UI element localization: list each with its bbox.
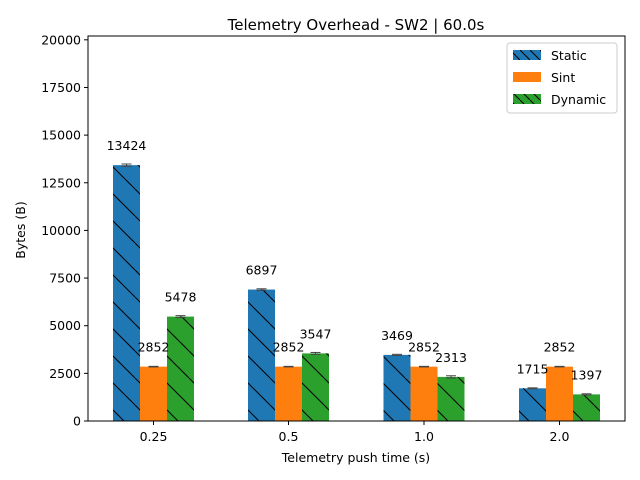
legend-label-dynamic: Dynamic xyxy=(551,92,606,107)
x-tick-label: 1.0 xyxy=(414,429,434,444)
bar-hatch-dynamic-1.0 xyxy=(437,376,465,421)
y-tick-label: 7500 xyxy=(49,271,81,286)
data-label-sint-0.25: 2852 xyxy=(138,340,170,355)
y-tick-label: 2500 xyxy=(49,366,81,381)
x-tick-label: 0.25 xyxy=(140,429,168,444)
legend-swatch-hatch xyxy=(513,94,541,104)
y-tick-label: 17500 xyxy=(41,80,81,95)
bar-hatch-static-2.0 xyxy=(519,388,546,421)
y-tick-label: 5000 xyxy=(49,318,81,333)
bar-hatch-static-0.25 xyxy=(113,165,140,421)
chart-title: Telemetry Overhead - SW2 | 60.0s xyxy=(227,16,485,34)
data-label-static-1.0: 3469 xyxy=(381,328,413,343)
bar-hatch-static-1.0 xyxy=(383,354,411,421)
y-tick-label: 0 xyxy=(73,414,81,429)
data-label-static-2.0: 1715 xyxy=(517,361,549,376)
bar-hatch-static-0.5 xyxy=(248,289,275,421)
data-label-dynamic-0.25: 5478 xyxy=(165,290,197,305)
data-label-static-0.5: 6897 xyxy=(246,263,278,278)
data-label-sint-1.0: 2852 xyxy=(408,340,440,355)
bars-layer xyxy=(113,165,600,421)
legend-label-sint: Sint xyxy=(551,70,575,85)
x-tick-label: 2.0 xyxy=(550,429,570,444)
y-tick-label: 20000 xyxy=(41,32,81,47)
bar-hatch-dynamic-0.5 xyxy=(302,353,329,421)
legend-swatch-sint xyxy=(513,72,541,82)
x-axis-title: Telemetry push time (s) xyxy=(281,450,430,465)
bar-hatch-dynamic-0.25 xyxy=(167,316,194,421)
x-tick-label: 0.5 xyxy=(279,429,299,444)
bar-hatch-dynamic-2.0 xyxy=(573,394,600,421)
data-labels-layer: 13424 6897 3469 1715 2852 2852 2852 2852 5478 354… xyxy=(107,138,603,382)
y-tick-label: 12500 xyxy=(41,175,81,190)
y-tick-label: 10000 xyxy=(41,223,81,238)
y-tick-label: 15000 xyxy=(41,128,81,143)
data-label-sint-2.0: 2852 xyxy=(544,340,576,355)
data-label-dynamic-1.0: 2313 xyxy=(435,350,467,365)
axes-layer: 0 2500 5000 7500 10000 12500 15000 17500 20000 0.… xyxy=(41,32,626,444)
bar-sint-2.0 xyxy=(546,366,573,421)
plot-frame xyxy=(87,35,626,422)
legend: Static Sint Dynamic xyxy=(506,42,618,114)
legend-label-static: Static xyxy=(551,48,587,63)
error-bars-layer xyxy=(121,163,592,396)
legend-swatch-hatch xyxy=(513,50,541,60)
data-label-dynamic-2.0: 1397 xyxy=(571,367,603,382)
bar-sint-1.0 xyxy=(410,366,438,421)
data-label-static-0.25: 13424 xyxy=(107,138,147,153)
bar-sint-0.5 xyxy=(275,366,302,421)
data-label-sint-0.5: 2852 xyxy=(273,340,305,355)
data-label-dynamic-0.5: 3547 xyxy=(300,326,332,341)
bar-sint-0.25 xyxy=(140,366,167,421)
y-axis-title: Bytes (B) xyxy=(13,201,28,258)
